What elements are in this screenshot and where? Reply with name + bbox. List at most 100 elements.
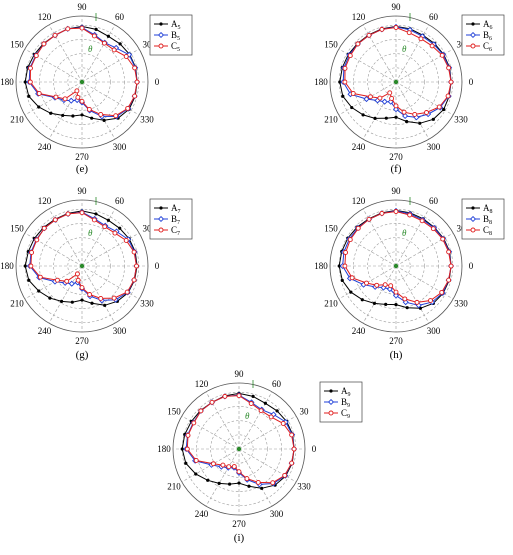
- grid-spoke: [81, 265, 116, 324]
- data-point: [402, 112, 409, 120]
- grid-ring: [67, 251, 97, 281]
- center-point: [79, 79, 85, 85]
- angle-tick-label: 0: [469, 77, 474, 87]
- data-point: [41, 225, 47, 231]
- data-point: [79, 285, 85, 291]
- legend-letter: A: [483, 19, 490, 29]
- data-point: [79, 210, 85, 216]
- data-point: [412, 111, 418, 117]
- data-point: [132, 65, 138, 71]
- data-point: [158, 43, 164, 49]
- data-point: [428, 298, 433, 303]
- legend-label: B9: [341, 397, 350, 409]
- angle-tick-label: 90: [78, 2, 88, 12]
- data-point: [379, 26, 385, 32]
- data-point: [123, 238, 129, 243]
- data-point: [384, 302, 388, 306]
- data-point: [75, 277, 81, 283]
- data-point: [418, 36, 424, 42]
- data-point: [131, 249, 137, 255]
- data-point: [52, 217, 58, 223]
- angle-tick-label: 150: [10, 224, 24, 234]
- data-point: [236, 469, 242, 475]
- grid-ring: [367, 237, 425, 295]
- data-point: [263, 401, 267, 405]
- angle-tick-label: 330: [140, 115, 154, 125]
- angle-tick-label: 240: [352, 326, 366, 336]
- angle-tick-label: 90: [392, 186, 402, 196]
- grid-spoke: [48, 24, 83, 83]
- data-point: [414, 299, 420, 305]
- legend-letter: C: [171, 225, 177, 235]
- data-point: [102, 224, 108, 230]
- panel-caption: (h): [390, 349, 403, 361]
- data-point: [33, 53, 39, 59]
- legend-label: C7: [171, 225, 180, 237]
- data-point: [382, 282, 388, 288]
- data-point: [471, 206, 475, 210]
- angle-tick-label: 30: [299, 407, 309, 417]
- angle-tick-label: 60: [115, 12, 125, 22]
- data-point: [402, 296, 408, 302]
- angle-tick-label: 300: [113, 326, 127, 336]
- data-point: [377, 95, 383, 101]
- series-C: [184, 393, 297, 486]
- angle-tick-label: 120: [38, 12, 52, 22]
- data-point: [113, 113, 119, 119]
- data-point: [184, 446, 190, 452]
- legend-letter: A: [341, 386, 348, 396]
- data-point: [446, 277, 452, 283]
- legend-label: B7: [171, 214, 180, 226]
- data-point: [327, 398, 335, 406]
- theta-label: θ: [245, 411, 250, 421]
- data-point: [159, 206, 163, 210]
- data-point: [74, 88, 80, 94]
- center-point: [393, 263, 399, 269]
- legend-subscript: 6: [490, 25, 493, 31]
- grid-spoke: [24, 48, 83, 83]
- grid-spoke: [24, 232, 83, 267]
- data-point: [439, 289, 445, 295]
- angle-tick-label: 60: [272, 379, 282, 389]
- data-point: [430, 226, 436, 232]
- legend-label: A9: [341, 386, 351, 398]
- angle-tick-label: 210: [10, 299, 24, 309]
- grid-spoke: [395, 81, 430, 140]
- angle-tick-label: 0: [155, 77, 160, 87]
- data-point: [131, 277, 137, 283]
- angle-tick-label: 330: [454, 115, 468, 125]
- data-point: [244, 476, 250, 482]
- grid-spoke: [338, 81, 397, 116]
- legend-label: C8: [483, 225, 492, 237]
- data-point: [366, 32, 372, 38]
- theta-label: θ: [402, 44, 407, 54]
- data-point: [440, 236, 446, 242]
- angle-tick-label: 0: [155, 261, 160, 271]
- data-point: [270, 480, 276, 486]
- data-point: [23, 80, 27, 84]
- angle-tick-label: 210: [324, 115, 338, 125]
- grid-ring: [53, 53, 111, 111]
- angle-tick-label: 150: [10, 40, 24, 50]
- legend-letter: A: [171, 203, 178, 213]
- legend-letter: C: [341, 408, 347, 418]
- angle-tick-label: 180: [157, 444, 171, 454]
- data-point: [209, 399, 215, 405]
- angle-tick-label: 240: [38, 326, 52, 336]
- angle-tick-label: 210: [324, 299, 338, 309]
- legend-subscript: 7: [178, 209, 181, 215]
- data-point: [37, 105, 41, 109]
- data-point: [157, 31, 165, 39]
- series-C: [27, 25, 140, 119]
- grid-spoke: [81, 208, 116, 267]
- data-point: [70, 300, 74, 304]
- data-point: [194, 472, 198, 476]
- data-point: [106, 34, 110, 38]
- data-point: [125, 105, 131, 111]
- grid-spoke: [362, 265, 397, 324]
- polar-panel: θ0306090120150180210240270300330A8B8C8(h…: [314, 186, 505, 361]
- grid-spoke: [48, 208, 83, 267]
